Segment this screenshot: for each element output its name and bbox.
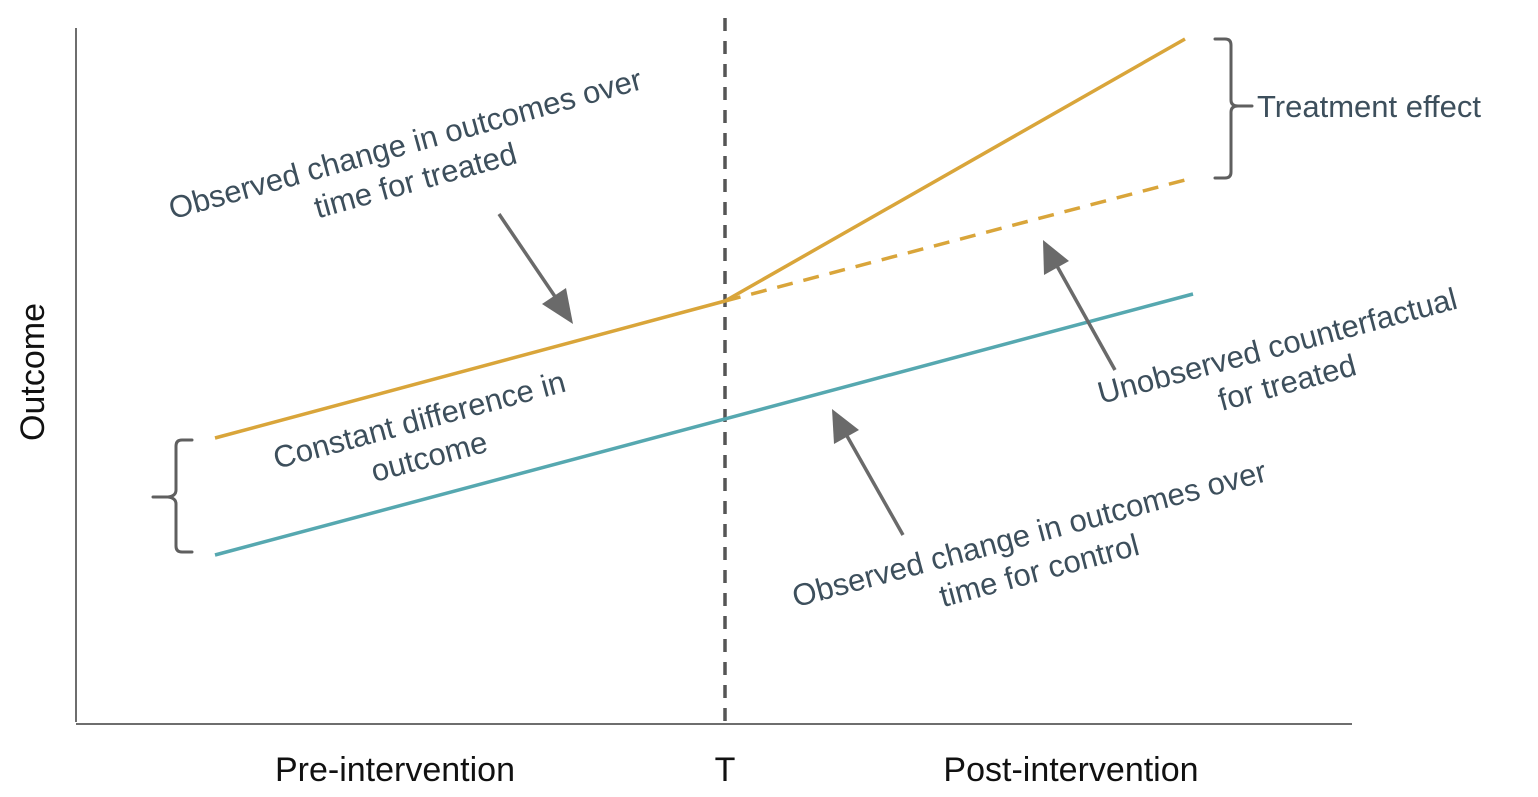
treated-change-arrow	[497, 213, 558, 299]
treated-change-arrowhead	[542, 288, 573, 324]
control-line	[214, 292, 1194, 557]
y-axis-label: Outcome	[14, 303, 52, 441]
treated-change-annotation: Observed change in outcomes over time fo…	[165, 62, 646, 227]
x-label-intervention: T	[715, 751, 736, 789]
control-change-annotation: Observed change in outcomes over time fo…	[788, 454, 1270, 614]
control-change-arrowhead	[832, 409, 859, 444]
counterfactual-arrowhead	[1043, 240, 1069, 275]
treatment-effect-brace	[1213, 37, 1254, 180]
treatment-effect-label: Treatment effect	[1257, 89, 1481, 124]
x-label-post-intervention: Post-intervention	[943, 751, 1198, 789]
counterfactual-arrow	[1055, 265, 1117, 371]
control-change-arrow	[845, 435, 905, 536]
x-label-pre-intervention: Pre-intervention	[275, 751, 515, 789]
constant-difference-annotation: Constant difference in outcome	[269, 364, 569, 489]
constant-difference-brace	[151, 438, 194, 554]
treated-pre-line	[214, 299, 726, 440]
treated-post-line	[724, 37, 1186, 303]
counterfactual-line	[724, 178, 1186, 303]
